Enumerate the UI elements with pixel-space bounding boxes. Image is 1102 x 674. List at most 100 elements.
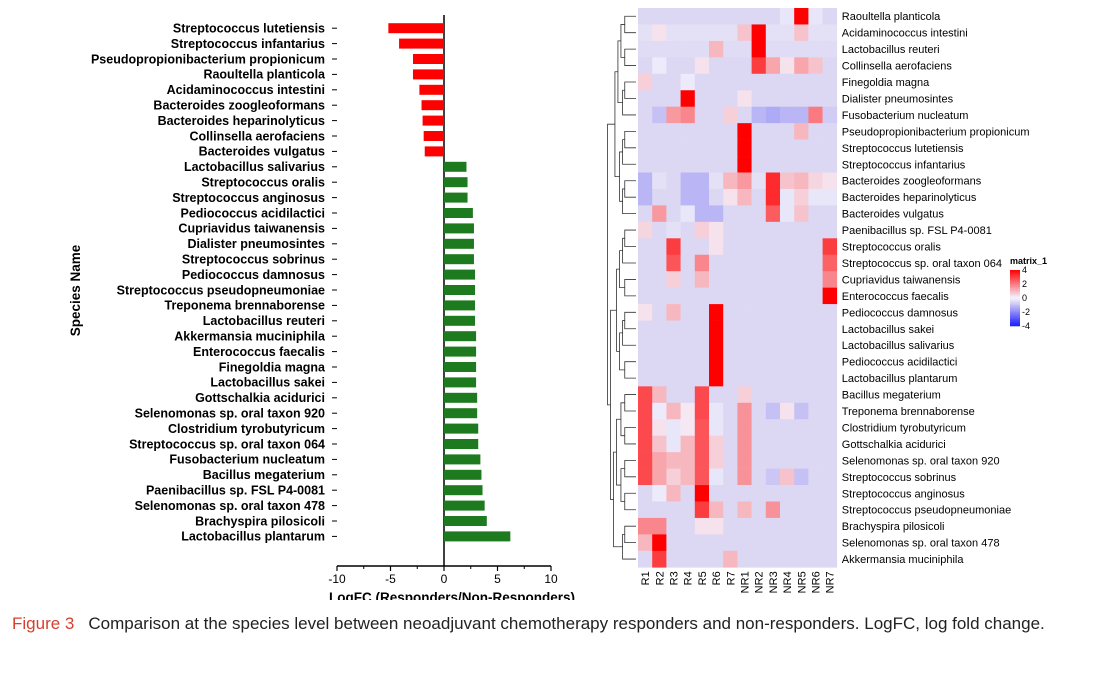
- bar-category-label: Selenomonas sp. oral taxon 478: [135, 499, 325, 513]
- heatmap-cell: [765, 337, 781, 354]
- heatmap-column-label: NR7: [825, 571, 837, 593]
- bar: [444, 315, 476, 326]
- heatmap-cell: [680, 106, 696, 124]
- heatmap: Raoultella planticola Acidaminococcus int…: [607, 8, 1047, 593]
- heatmap-cell: [765, 106, 781, 124]
- heatmap-cell: [666, 337, 681, 354]
- heatmap-cell: [666, 386, 681, 404]
- heatmap-cell: [794, 139, 809, 157]
- heatmap-cell: [765, 287, 781, 305]
- dendrogram-branch: [619, 151, 623, 202]
- heatmap-cell: [652, 369, 667, 387]
- heatmap-cell: [652, 287, 667, 305]
- heatmap-cell: [638, 517, 653, 535]
- heatmap-cell: [822, 156, 838, 173]
- heatmap-cell: [794, 188, 809, 206]
- heatmap-cell: [808, 534, 823, 552]
- legend-tick-label: 2: [1022, 279, 1027, 289]
- heatmap-cell: [723, 24, 738, 42]
- heatmap-cell: [751, 485, 767, 502]
- heatmap-cell: [723, 337, 738, 354]
- heatmap-cell: [737, 534, 752, 552]
- heatmap-row-label: Selenomonas sp. oral taxon 478: [842, 538, 1000, 550]
- heatmap-cell: [638, 40, 653, 58]
- heatmap-cell: [723, 485, 738, 502]
- bar: [412, 69, 444, 80]
- heatmap-column-label: R5: [697, 571, 709, 585]
- legend-gradient-step: [1010, 278, 1020, 281]
- heatmap-row-label: Streptococcus sp. oral taxon 064: [842, 258, 1002, 270]
- heatmap-cell: [751, 106, 767, 124]
- heatmap-cell: [822, 353, 838, 371]
- heatmap-cell: [822, 238, 838, 256]
- heatmap-cell: [666, 452, 681, 469]
- dendrogram-branch: [624, 15, 636, 34]
- heatmap-cell: [652, 419, 667, 436]
- heatmap-row-label: Collinsella aerofaciens: [842, 61, 953, 73]
- heatmap-cell: [794, 24, 809, 42]
- heatmap-cell: [709, 419, 724, 436]
- heatmap-cell: [808, 501, 823, 519]
- heatmap-cell: [794, 419, 809, 436]
- heatmap-cell: [723, 254, 738, 272]
- heatmap-cell: [737, 139, 752, 157]
- heatmap-cell: [723, 534, 738, 552]
- heatmap-cell: [694, 369, 710, 387]
- heatmap-cell: [666, 172, 681, 190]
- heatmap-cell: [765, 304, 781, 321]
- heatmap-cell: [694, 435, 710, 453]
- heatmap-cell: [751, 402, 767, 420]
- heatmap-cell: [666, 57, 681, 75]
- heatmap-cell: [680, 468, 696, 486]
- heatmap-cell: [808, 271, 823, 288]
- heatmap-cell: [765, 435, 781, 453]
- heatmap-cell: [751, 271, 767, 288]
- legend-gradient-step: [1010, 289, 1020, 292]
- heatmap-cell: [694, 353, 710, 371]
- heatmap-cell: [723, 57, 738, 75]
- heatmap-cell: [822, 517, 838, 535]
- heatmap-cell: [822, 337, 838, 354]
- heatmap-cell: [751, 534, 767, 552]
- heatmap-cell: [694, 485, 710, 502]
- x-axis-title: LogFC (Responders/Non-Responders): [329, 590, 575, 600]
- heatmap-cell: [638, 353, 653, 371]
- bar: [444, 331, 477, 342]
- heatmap-cell: [808, 40, 823, 58]
- heatmap-cell: [822, 90, 838, 107]
- heatmap-cell: [794, 550, 809, 568]
- heatmap-cell: [680, 40, 696, 58]
- heatmap-cell: [794, 90, 809, 107]
- heatmap-row-label: Lactobacillus reuteri: [842, 44, 940, 56]
- heatmap-cell: [638, 188, 653, 206]
- heatmap-cell: [765, 8, 781, 25]
- heatmap-row-label: Streptococcus sobrinus: [842, 472, 957, 484]
- heatmap-cell: [808, 304, 823, 321]
- heatmap-cell: [737, 287, 752, 305]
- heatmap-cell: [723, 550, 738, 568]
- heatmap-cell: [666, 501, 681, 519]
- heatmap-column-label: NR5: [796, 571, 808, 593]
- heatmap-cell: [694, 501, 710, 519]
- heatmap-cell: [794, 221, 809, 239]
- heatmap-cell: [666, 353, 681, 371]
- heatmap-cell: [666, 40, 681, 58]
- heatmap-cell: [780, 304, 795, 321]
- bar: [399, 38, 444, 49]
- heatmap-cell: [765, 205, 781, 223]
- caption-label: Figure 3: [12, 614, 75, 633]
- legend-gradient-step: [1010, 317, 1020, 320]
- heatmap-cell: [808, 8, 823, 25]
- heatmap-cell: [765, 485, 781, 502]
- heatmap-row-label: Pediococcus acidilactici: [842, 357, 958, 369]
- legend-gradient-step: [1010, 279, 1020, 282]
- heatmap-cell: [780, 501, 795, 519]
- heatmap-cell: [737, 90, 752, 107]
- bar-category-label: Lactobacillus sakei: [210, 376, 325, 390]
- heatmap-cell: [765, 402, 781, 420]
- heatmap-row-label: Streptococcus infantarius: [842, 159, 966, 171]
- heatmap-cell: [723, 287, 738, 305]
- heatmap-cell: [723, 73, 738, 91]
- dendrogram-branch: [617, 40, 623, 103]
- legend-gradient-step: [1010, 305, 1020, 307]
